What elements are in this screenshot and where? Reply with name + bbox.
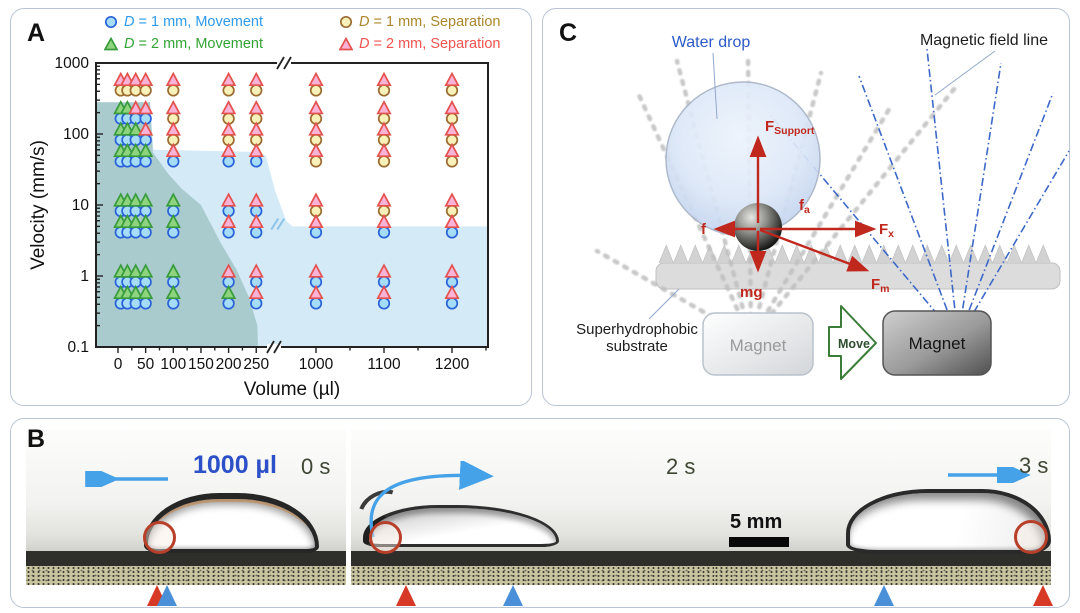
series-d-2-mm-separation [113, 71, 460, 300]
legend-item-1: D = 1 mm, Separation [339, 13, 500, 31]
magnetic-bead [734, 203, 782, 251]
magnet-right: Magnet [882, 310, 992, 376]
legend-marker-circle-yellow-icon [339, 15, 353, 29]
substrate-texture [26, 566, 346, 585]
legend-label: D = 2 mm, Movement [124, 36, 264, 52]
y-axis-label: Velocity (mm/s) [28, 140, 49, 270]
substrate-label: Superhydrophobic substrate [576, 321, 698, 355]
svg-text:0.1: 0.1 [67, 339, 89, 356]
bead-circle [1014, 520, 1048, 554]
legend-marker-triangle-green-icon [104, 37, 118, 51]
photo-frame-0s: 1000 µl 0 s [26, 429, 346, 585]
mg-label: mg [740, 284, 763, 301]
svg-text:1000: 1000 [55, 55, 90, 72]
f-support-label: FSupport [765, 118, 815, 137]
magnet-left-label: Magnet [730, 336, 787, 355]
friction-label: f [701, 221, 707, 238]
force-diagram: FSupport f fa Fx mg Fm Water drop Magnet… [594, 32, 1070, 380]
legend-label: D = 1 mm, Separation [359, 14, 501, 30]
svg-text:1100: 1100 [367, 356, 401, 373]
force-labels: FSupport f fa Fx mg Fm [701, 118, 894, 301]
legend-label: D = 1 mm, Movement [124, 14, 264, 30]
regime-regions [96, 102, 488, 347]
svg-text:1000: 1000 [299, 356, 334, 373]
magnet-left: Magnet [702, 312, 814, 376]
region-break-icon [270, 218, 286, 231]
scale-bar [729, 537, 789, 547]
substrate-texture [351, 566, 714, 585]
bead-marker-red [1033, 585, 1053, 606]
time-label-0s: 0 s [301, 454, 331, 479]
water-drop-label: Water drop [672, 34, 751, 51]
series-d-2-mm-movement [113, 100, 237, 300]
svg-text:100: 100 [160, 356, 186, 373]
legend-label: D = 2 mm, Separation [359, 36, 501, 52]
panel-c-label: C [559, 19, 578, 47]
photo-frame-3s: 5 mm 3 s [714, 429, 1051, 585]
force-arrows [713, 135, 877, 273]
bead-circle [143, 521, 176, 554]
fm-arrow [759, 228, 870, 272]
substrate-strip [351, 551, 714, 566]
panel-b-label: B [27, 425, 46, 453]
droplet-volume-label: 1000 µl [193, 451, 277, 479]
move-left-arrow-icon [85, 471, 168, 487]
adhesion-label: fa [799, 197, 810, 216]
svg-text:200: 200 [216, 356, 242, 373]
velocity-volume-chart: 0 50 100 150 200 250 1000 1100 12000.11101001000… [28, 55, 489, 400]
move-label: Move [838, 337, 870, 351]
panel-a: A D = 1 mm, Movement D = 1 mm, Separatio… [10, 8, 532, 406]
svg-text:10: 10 [72, 197, 90, 214]
svg-text:100: 100 [63, 126, 89, 143]
panel-b: B 1000 µl 0 s 2 s [10, 418, 1070, 608]
x-axis-label: Volume (µl) [244, 379, 340, 400]
fx-label: Fx [879, 221, 894, 240]
legend-item-3: D = 2 mm, Separation [339, 35, 500, 53]
pointer-lines [648, 50, 996, 320]
magnet-marker-blue [874, 585, 894, 606]
photo-frame-2s: 2 s [351, 429, 714, 585]
movement-region-1mm [96, 102, 488, 347]
axis-ticks [96, 62, 487, 353]
legend-item-0: D = 1 mm, Movement [104, 13, 263, 31]
substrate-texture [714, 566, 1051, 585]
svg-text:1: 1 [80, 268, 89, 285]
magnet-marker-blue [503, 585, 523, 606]
svg-text:250: 250 [243, 356, 269, 373]
svg-text:1200: 1200 [435, 356, 470, 373]
time-label-3s: 3 s [1019, 453, 1049, 478]
time-label-2s: 2 s [666, 454, 696, 479]
fm-label: Fm [871, 276, 890, 295]
magnet-right-label: Magnet [909, 334, 966, 353]
axis-break [277, 60, 291, 66]
move-right-arrow-icon [948, 467, 1031, 483]
scale-bar-label: 5 mm [730, 511, 783, 533]
panel-c: C [542, 8, 1070, 406]
move-arrow: Move [828, 305, 877, 380]
axis-break [267, 344, 281, 350]
legend-marker-triangle-pink-icon [339, 37, 353, 51]
substrate-strip [714, 551, 1051, 566]
bead-marker-red [396, 585, 416, 606]
legend-item-2: D = 2 mm, Movement [104, 35, 263, 53]
magnetic-field-line-label: Magnetic field line [920, 32, 1048, 49]
curved-arrow-icon [369, 461, 494, 538]
svg-text:50: 50 [137, 356, 155, 373]
bead-circle [369, 521, 402, 554]
panel-a-label: A [27, 19, 46, 47]
substrate-strip [26, 551, 346, 566]
magnet-marker-blue [157, 585, 177, 606]
legend-marker-circle-blue-icon [104, 15, 118, 29]
svg-text:150: 150 [188, 356, 214, 373]
svg-text:0: 0 [114, 356, 123, 373]
